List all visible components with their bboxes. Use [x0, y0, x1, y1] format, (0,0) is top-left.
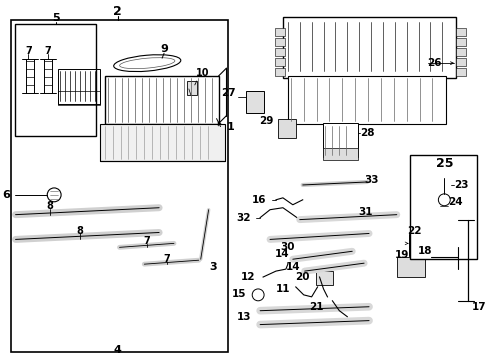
Bar: [431, 197, 440, 203]
Bar: [287, 76, 446, 123]
Bar: [186, 81, 196, 95]
Text: 8: 8: [47, 201, 54, 211]
Bar: [104, 76, 218, 123]
Bar: [274, 58, 285, 66]
Text: 29: 29: [258, 116, 273, 126]
Text: 9: 9: [160, 44, 168, 54]
Bar: [246, 91, 264, 113]
Text: 27: 27: [220, 88, 235, 98]
Bar: [58, 69, 100, 104]
Bar: [277, 118, 295, 138]
Text: 23: 23: [453, 180, 468, 190]
Text: 7: 7: [45, 46, 52, 56]
Bar: [396, 257, 424, 277]
Text: 16: 16: [251, 195, 265, 205]
Text: 22: 22: [407, 226, 421, 237]
Text: 19: 19: [394, 250, 408, 260]
Text: 32: 32: [236, 213, 251, 222]
Text: 7: 7: [143, 237, 150, 246]
Text: 24: 24: [447, 197, 462, 207]
Text: 26: 26: [427, 58, 441, 68]
Bar: [315, 271, 333, 285]
Ellipse shape: [120, 58, 175, 69]
Text: 4: 4: [113, 345, 121, 355]
Text: 21: 21: [308, 302, 323, 312]
Text: 17: 17: [471, 302, 486, 312]
Text: 13: 13: [236, 312, 251, 321]
Bar: [455, 28, 465, 36]
Text: 15: 15: [231, 289, 246, 299]
Bar: [409, 155, 476, 259]
Text: 25: 25: [435, 157, 452, 170]
Text: 1: 1: [226, 122, 234, 131]
Text: 18: 18: [417, 246, 431, 256]
Text: 5: 5: [52, 13, 60, 23]
Bar: [274, 68, 285, 76]
Bar: [274, 28, 285, 36]
Bar: [100, 123, 225, 161]
Text: 7: 7: [163, 254, 170, 264]
Text: 31: 31: [357, 207, 371, 217]
Bar: [455, 48, 465, 56]
Bar: [322, 148, 357, 160]
Text: 7: 7: [25, 46, 32, 56]
Text: 6: 6: [3, 190, 11, 200]
Text: 14: 14: [285, 262, 300, 272]
Text: 33: 33: [364, 175, 379, 185]
Text: 12: 12: [240, 272, 255, 282]
Text: 28: 28: [359, 129, 374, 139]
Text: 20: 20: [295, 272, 309, 282]
Ellipse shape: [114, 55, 181, 72]
Bar: [322, 122, 357, 157]
Bar: [283, 17, 455, 78]
Text: 10: 10: [196, 68, 209, 78]
Bar: [274, 48, 285, 56]
Bar: [455, 58, 465, 66]
Text: 8: 8: [76, 225, 83, 235]
Bar: [15, 23, 96, 136]
Text: 3: 3: [209, 262, 217, 272]
Bar: [58, 91, 100, 105]
Text: 2: 2: [113, 5, 122, 18]
Bar: [436, 182, 445, 188]
Text: 11: 11: [275, 284, 289, 294]
Text: 14: 14: [275, 249, 289, 259]
Bar: [274, 39, 285, 46]
Bar: [408, 234, 437, 256]
Bar: [11, 19, 228, 352]
Bar: [455, 68, 465, 76]
Text: 30: 30: [280, 242, 294, 252]
Bar: [455, 39, 465, 46]
